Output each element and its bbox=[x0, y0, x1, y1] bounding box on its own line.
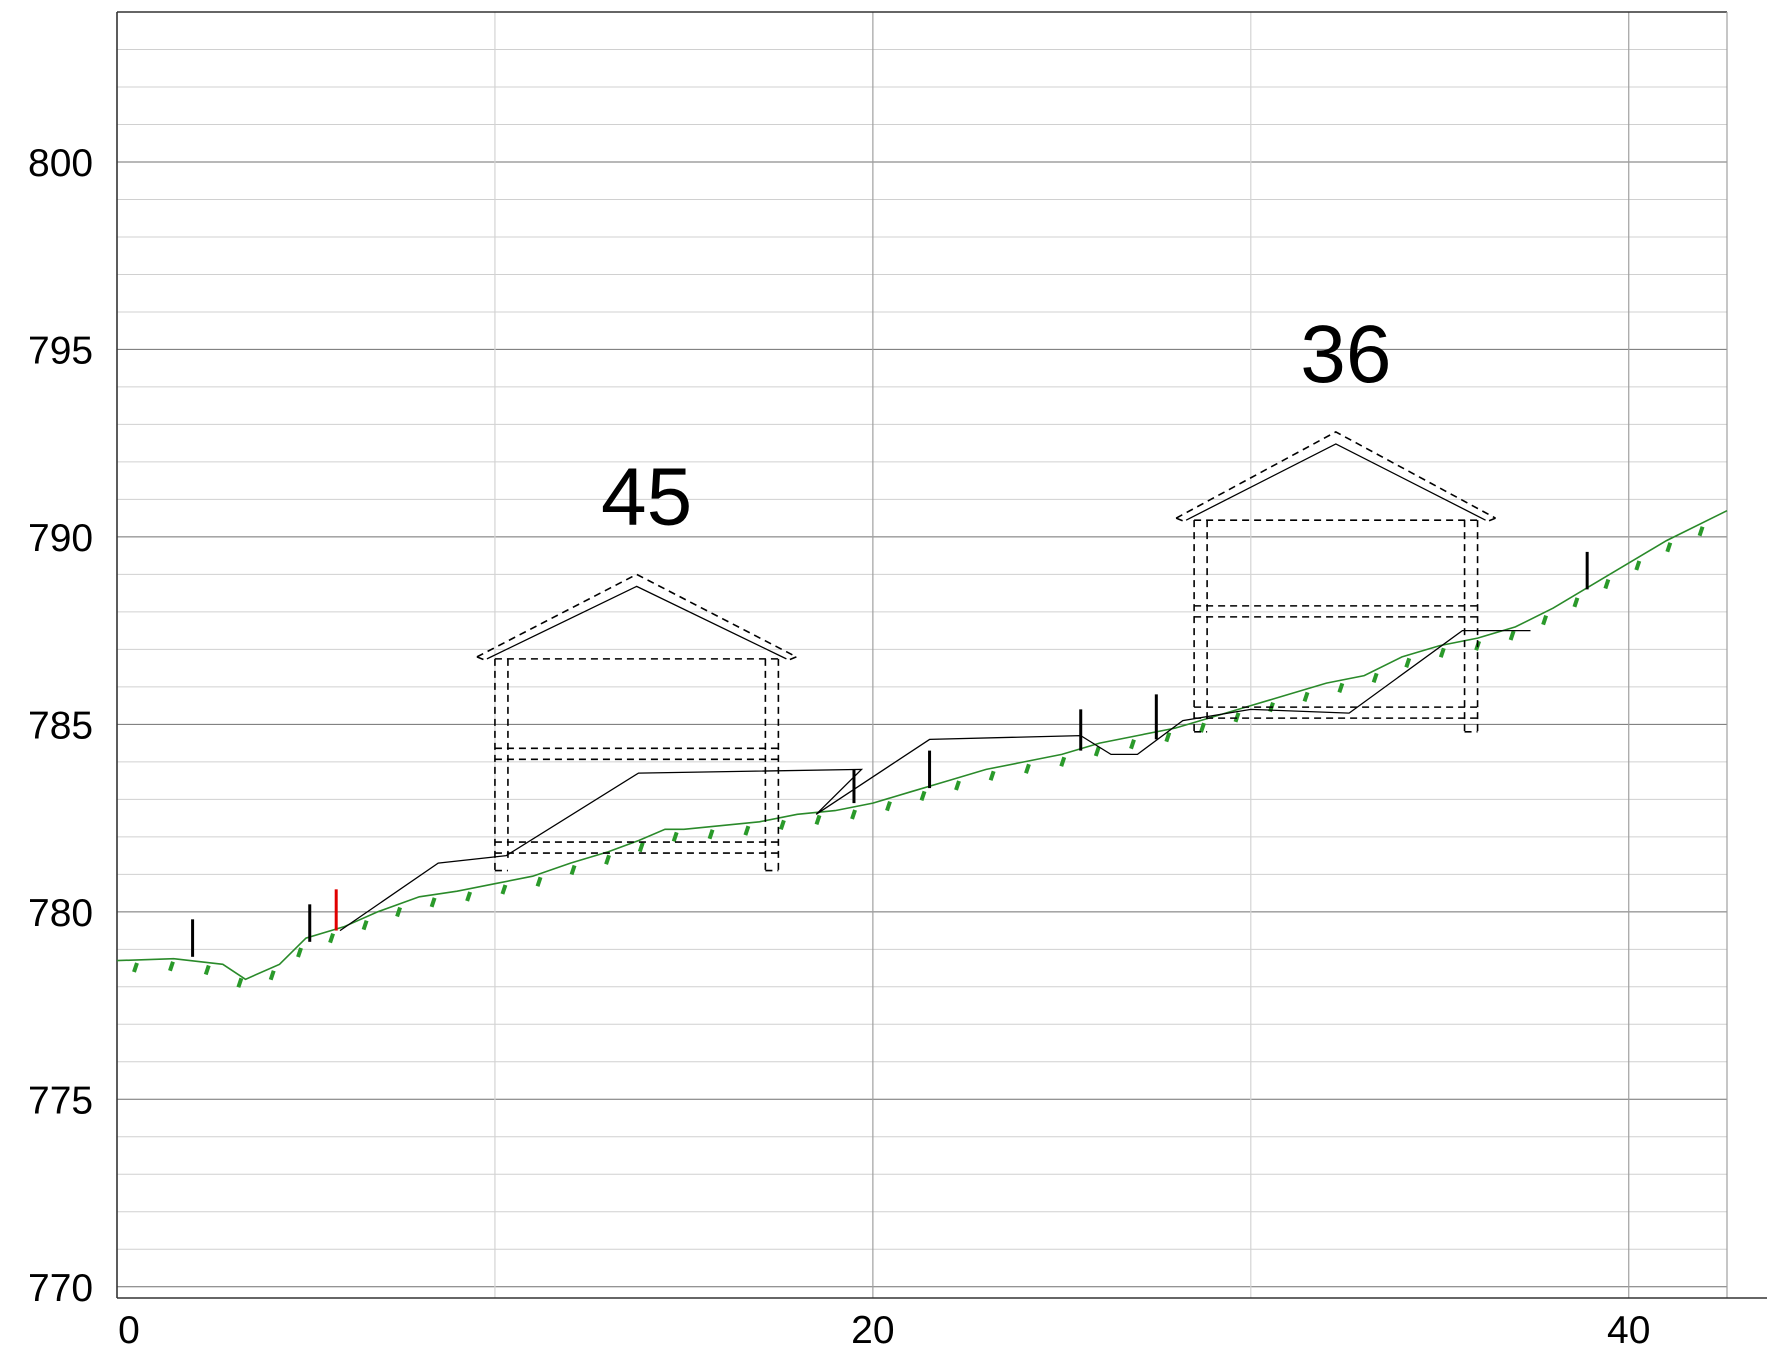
roof-outer bbox=[1175, 431, 1496, 519]
building: 45 bbox=[476, 451, 797, 872]
terrain-hatch bbox=[671, 831, 679, 842]
terrain-hatch bbox=[1603, 578, 1611, 590]
terrain-hatch bbox=[1697, 526, 1705, 537]
terrain-hatch bbox=[465, 891, 473, 902]
terrain-hatch bbox=[268, 970, 276, 981]
y-tick-label: 780 bbox=[28, 892, 93, 935]
terrain-hatch bbox=[296, 947, 303, 958]
terrain-hatch bbox=[1164, 732, 1172, 743]
terrain-hatch bbox=[1337, 682, 1345, 693]
roof-end-right bbox=[786, 656, 797, 662]
terrain-hatch bbox=[1541, 614, 1549, 626]
terrain-hatch bbox=[919, 790, 927, 801]
terrain-hatch bbox=[236, 977, 244, 988]
terrain-hatch bbox=[395, 906, 402, 918]
terrain-hatch bbox=[1093, 746, 1101, 757]
terrain-hatch bbox=[1438, 647, 1446, 658]
terrain-hatch bbox=[778, 819, 786, 831]
buildings: 45 36 bbox=[476, 309, 1496, 872]
terrain-hatch bbox=[203, 964, 211, 976]
terrain-hatch bbox=[885, 800, 892, 812]
x-tick-label: 0 bbox=[118, 1309, 140, 1352]
terrain-hatch bbox=[988, 770, 996, 781]
roof-end-right bbox=[1485, 517, 1496, 523]
roof-end-left bbox=[1175, 517, 1187, 523]
terrain-hatch bbox=[1129, 739, 1136, 750]
y-tick-label: 775 bbox=[28, 1079, 93, 1122]
terrain-hatch bbox=[569, 864, 577, 876]
terrain-hatch bbox=[535, 876, 543, 887]
building-label: 45 bbox=[601, 451, 692, 542]
x-tick-label: 40 bbox=[1607, 1309, 1650, 1352]
x-tick-label: 20 bbox=[851, 1309, 894, 1352]
terrain-hatch bbox=[168, 961, 175, 972]
roof-end-left bbox=[476, 656, 488, 662]
y-tick-labels: 770 775 780 785 790 795 800 bbox=[28, 142, 93, 1310]
terrain-hatch bbox=[814, 814, 822, 825]
y-tick-label: 785 bbox=[28, 704, 93, 747]
terrain-hatch bbox=[1404, 657, 1412, 668]
terrain-hatch bbox=[429, 897, 437, 908]
building-label: 36 bbox=[1300, 309, 1391, 400]
terrain-hatch bbox=[954, 780, 961, 791]
terrain-hatch bbox=[637, 842, 645, 853]
terrain-hatch bbox=[1634, 560, 1642, 571]
terrain-hatch bbox=[707, 829, 715, 840]
plot-frame bbox=[116, 11, 1767, 1299]
building: 36 bbox=[1175, 309, 1496, 733]
terrain-hatch bbox=[1024, 763, 1031, 774]
grid bbox=[117, 11, 1727, 1298]
terrain-hatch bbox=[1199, 722, 1206, 733]
terrain-hatch bbox=[743, 825, 751, 836]
terrain-hatch bbox=[1059, 756, 1067, 767]
terrain bbox=[116, 509, 1728, 988]
terrain-line bbox=[116, 509, 1728, 981]
x-tick-labels: 0 20 40 bbox=[118, 1309, 1650, 1352]
roof-inner bbox=[1185, 443, 1486, 521]
terrain-hatch bbox=[1572, 597, 1580, 608]
terrain-hatch bbox=[328, 932, 335, 944]
terrain-hatch bbox=[1665, 542, 1673, 553]
y-tick-label: 770 bbox=[28, 1267, 93, 1310]
terrain-hatch bbox=[1302, 691, 1310, 702]
terrain-hatch bbox=[604, 854, 611, 865]
terrain-hatch bbox=[132, 962, 139, 973]
planned-line bbox=[339, 629, 1531, 932]
planned-grade bbox=[339, 629, 1531, 932]
y-tick-label: 790 bbox=[28, 517, 93, 560]
y-tick-label: 795 bbox=[28, 329, 93, 372]
terrain-hatch bbox=[850, 809, 857, 820]
terrain-hatch bbox=[361, 920, 369, 931]
roof-inner bbox=[486, 585, 787, 660]
terrain-hatch bbox=[500, 884, 508, 895]
terrain-hatch bbox=[1508, 630, 1516, 641]
y-tick-label: 800 bbox=[28, 142, 93, 185]
markers bbox=[191, 551, 1589, 957]
terrain-hatch bbox=[1371, 672, 1379, 684]
